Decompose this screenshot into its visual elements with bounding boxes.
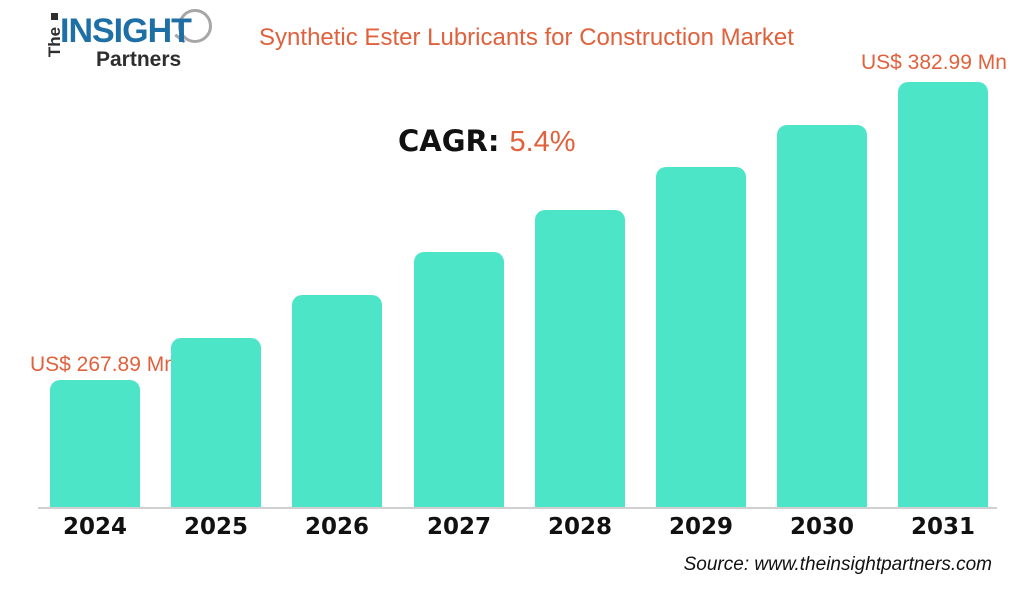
logo-partners-text: Partners — [96, 48, 182, 71]
bar-2027 — [414, 252, 504, 507]
bar-2028 — [535, 210, 625, 507]
x-tick-label-2024: 2024 — [62, 514, 127, 540]
logo-the-text: The — [45, 26, 65, 58]
x-tick-label-2031: 2031 — [910, 514, 975, 540]
bar-2024 — [50, 380, 140, 507]
x-axis-baseline — [38, 507, 997, 509]
x-tick-label-2029: 2029 — [668, 514, 733, 540]
bar-2025 — [171, 338, 261, 507]
insight-partners-logo: The INSIGHT Partners — [28, 4, 212, 74]
bar-2031 — [898, 82, 988, 507]
x-tick-label-2027: 2027 — [426, 514, 491, 540]
last-bar-value-label: US$ 382.99 Mn — [861, 51, 1007, 74]
x-tick-label-2025: 2025 — [183, 514, 248, 540]
magnifier-icon — [178, 9, 212, 43]
cagr-value: 5.4% — [509, 126, 576, 158]
cagr-annotation: CAGR: 5.4% — [398, 124, 576, 159]
x-tick-label-2030: 2030 — [789, 514, 854, 540]
cagr-label: CAGR: — [398, 124, 500, 158]
chart-title: Synthetic Ester Lubricants for Construct… — [259, 24, 794, 51]
x-tick-label-2028: 2028 — [547, 514, 612, 540]
x-tick-label-2026: 2026 — [304, 514, 369, 540]
bar-2030 — [777, 125, 867, 507]
source-credit: Source: www.theinsightpartners.com — [683, 554, 992, 575]
logo-insight-text: INSIGHT — [60, 12, 192, 50]
bar-2026 — [292, 295, 382, 507]
first-bar-value-label: US$ 267.89 Mn — [30, 353, 176, 376]
logo-square-mark — [51, 13, 58, 20]
bar-2029 — [656, 167, 746, 507]
